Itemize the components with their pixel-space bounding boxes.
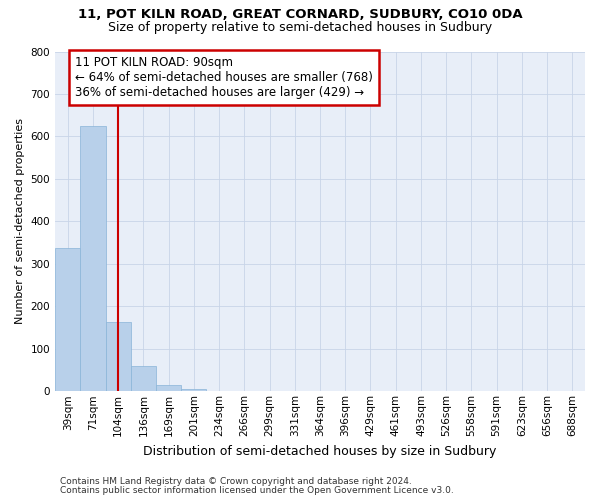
Bar — [55, 248, 80, 392]
Y-axis label: Number of semi-detached properties: Number of semi-detached properties — [15, 118, 25, 324]
Text: Contains public sector information licensed under the Open Government Licence v3: Contains public sector information licen… — [60, 486, 454, 495]
Bar — [181, 388, 206, 392]
Bar — [106, 322, 131, 392]
Bar — [131, 366, 156, 392]
Text: Size of property relative to semi-detached houses in Sudbury: Size of property relative to semi-detach… — [108, 21, 492, 34]
X-axis label: Distribution of semi-detached houses by size in Sudbury: Distribution of semi-detached houses by … — [143, 444, 497, 458]
Text: 11, POT KILN ROAD, GREAT CORNARD, SUDBURY, CO10 0DA: 11, POT KILN ROAD, GREAT CORNARD, SUDBUR… — [77, 8, 523, 20]
Bar — [80, 126, 106, 392]
Bar — [156, 386, 181, 392]
Text: Contains HM Land Registry data © Crown copyright and database right 2024.: Contains HM Land Registry data © Crown c… — [60, 477, 412, 486]
Text: 11 POT KILN ROAD: 90sqm
← 64% of semi-detached houses are smaller (768)
36% of s: 11 POT KILN ROAD: 90sqm ← 64% of semi-de… — [75, 56, 373, 98]
